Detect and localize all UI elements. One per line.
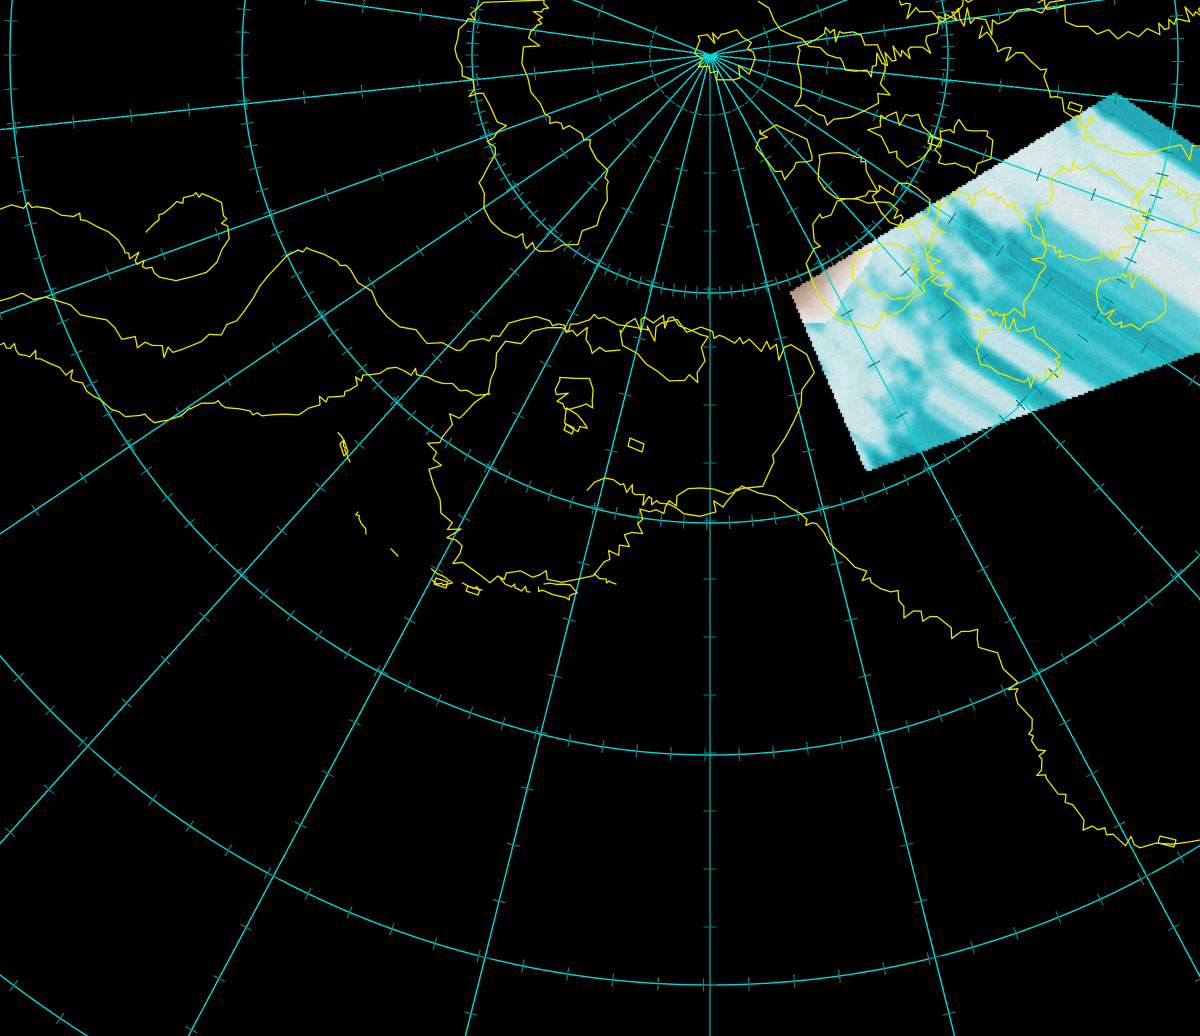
map-viewer[interactable] [0, 0, 1200, 1036]
satellite-swath-canvas [0, 0, 1200, 1036]
